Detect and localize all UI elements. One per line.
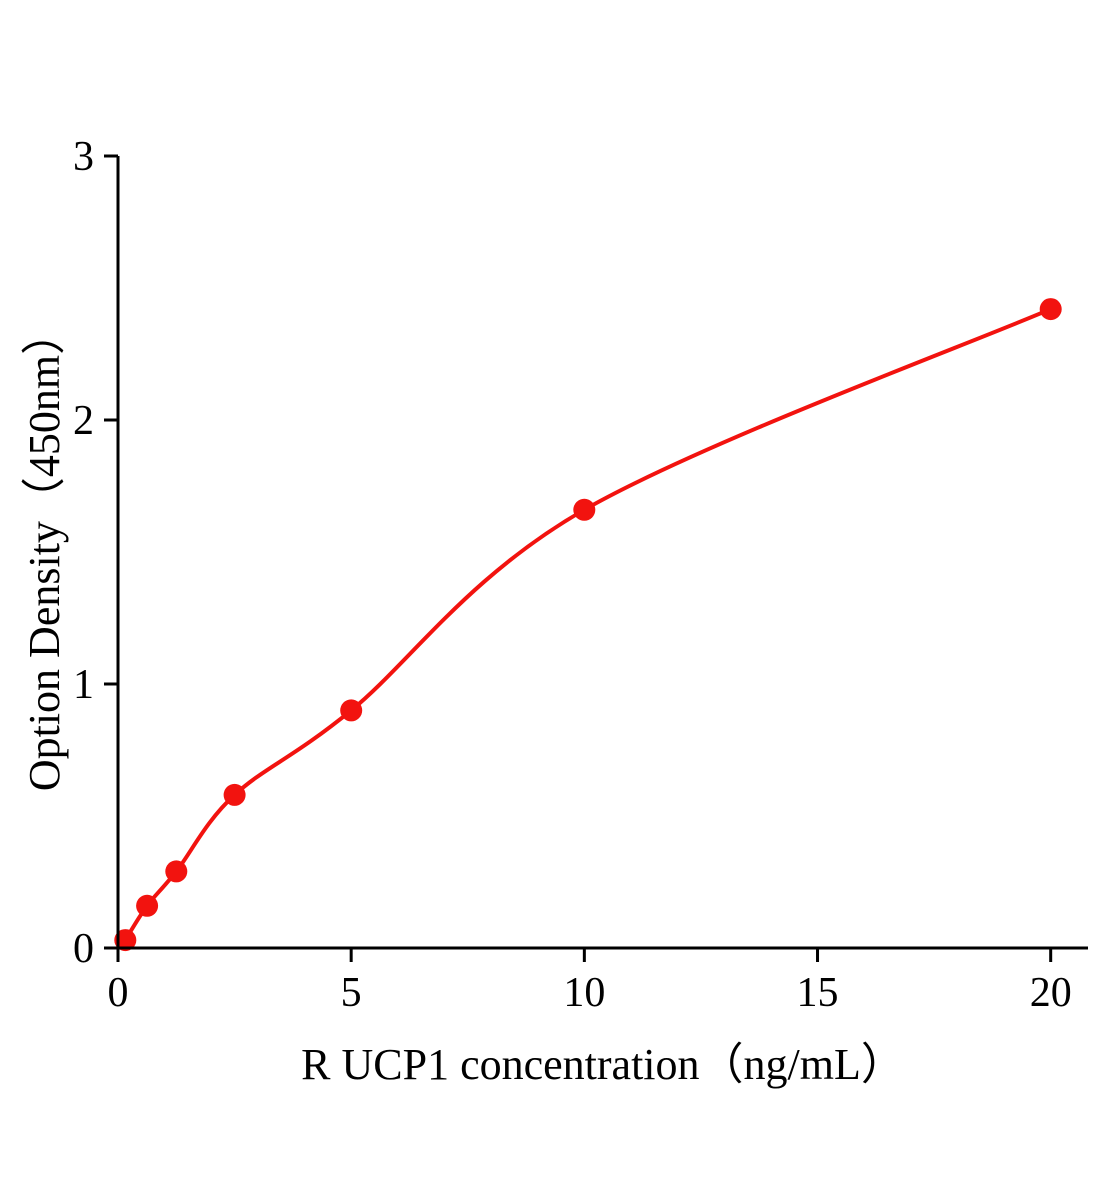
y-axis-label: Option Density（450nm） <box>20 310 69 792</box>
x-tick-label: 5 <box>341 970 362 1016</box>
data-point <box>165 860 188 883</box>
x-axis-label: R UCP1 concentration（ng/mL） <box>301 1040 905 1089</box>
y-tick-label: 1 <box>73 662 94 708</box>
fit-curve <box>123 307 1053 943</box>
x-tick-label: 20 <box>1030 970 1072 1016</box>
data-point <box>136 894 159 917</box>
y-tick-label: 0 <box>73 926 94 972</box>
x-tick-label: 15 <box>797 970 839 1016</box>
x-tick-label: 0 <box>108 970 129 1016</box>
y-tick-label: 3 <box>73 134 94 180</box>
data-point <box>1039 298 1062 321</box>
data-point <box>114 929 137 952</box>
data-point <box>340 699 363 722</box>
y-tick-label: 2 <box>73 398 94 444</box>
x-tick-label: 10 <box>563 970 605 1016</box>
data-point <box>573 498 596 521</box>
data-point <box>223 783 246 806</box>
